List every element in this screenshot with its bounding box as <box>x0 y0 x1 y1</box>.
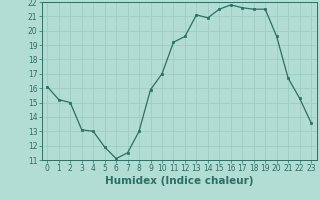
X-axis label: Humidex (Indice chaleur): Humidex (Indice chaleur) <box>105 176 253 186</box>
